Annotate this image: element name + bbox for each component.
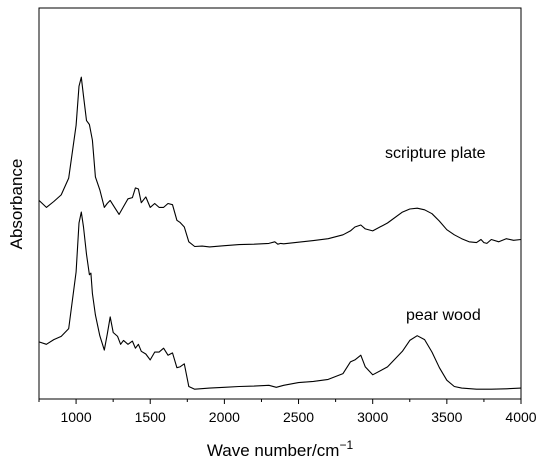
x-axis-label: Wave number/cm−1 bbox=[207, 438, 354, 460]
x-axis-ticks: 1000 1500 2000 2500 3000 3500 4000 bbox=[38, 399, 537, 425]
x-axis-label-main: Wave number/cm bbox=[207, 441, 340, 460]
x-tick-label-1500: 1500 bbox=[135, 409, 166, 425]
series-label-pear-wood: pear wood bbox=[406, 307, 481, 324]
series-layer bbox=[38, 76, 522, 390]
x-tick-label-2500: 2500 bbox=[283, 409, 314, 425]
series-line-scripture-plate bbox=[38, 76, 522, 248]
x-tick-label-2000: 2000 bbox=[209, 409, 240, 425]
x-tick-label-3000: 3000 bbox=[357, 409, 388, 425]
series-label-scripture-plate: scripture plate bbox=[385, 145, 486, 162]
x-tick-label-3500: 3500 bbox=[431, 409, 462, 425]
y-axis-label: Absorbance bbox=[7, 159, 26, 250]
x-axis-label-superscript: −1 bbox=[339, 438, 353, 452]
series-line-pear-wood bbox=[38, 211, 522, 390]
plot-frame bbox=[38, 7, 522, 400]
x-tick-label-1000: 1000 bbox=[60, 409, 91, 425]
x-tick-label-4000: 4000 bbox=[505, 409, 536, 425]
